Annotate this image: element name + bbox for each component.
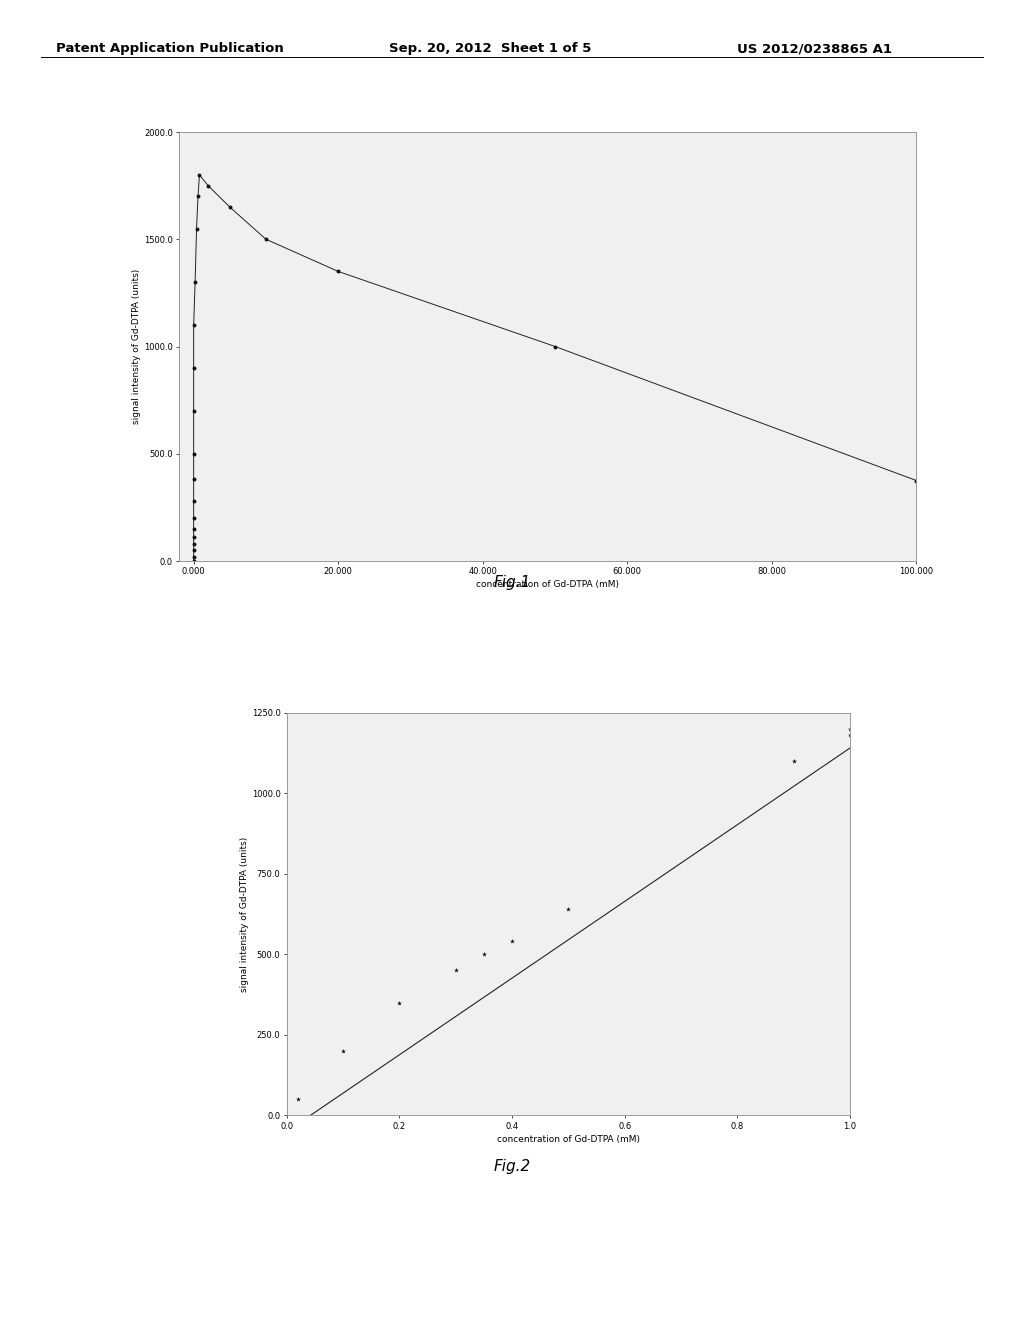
Point <box>330 261 346 282</box>
Point <box>185 469 202 490</box>
Point <box>290 1089 306 1110</box>
Point <box>258 228 274 249</box>
Point <box>185 491 202 512</box>
Point <box>447 960 464 981</box>
Point <box>185 508 202 529</box>
Point <box>187 272 204 293</box>
X-axis label: concentration of Gd-DTPA (mM): concentration of Gd-DTPA (mM) <box>497 1135 640 1144</box>
Point <box>200 176 216 197</box>
Text: Sep. 20, 2012  Sheet 1 of 5: Sep. 20, 2012 Sheet 1 of 5 <box>389 42 592 55</box>
Point <box>185 358 202 379</box>
Point <box>391 993 408 1014</box>
Point <box>560 899 577 920</box>
Text: Patent Application Publication: Patent Application Publication <box>56 42 284 55</box>
Y-axis label: signal intensity of Gd-DTPA (units): signal intensity of Gd-DTPA (units) <box>132 269 141 424</box>
Text: US 2012/0238865 A1: US 2012/0238865 A1 <box>737 42 892 55</box>
Point <box>547 337 563 358</box>
X-axis label: concentration of Gd-DTPA (mM): concentration of Gd-DTPA (mM) <box>476 581 620 590</box>
Point <box>908 470 925 491</box>
Point <box>221 197 238 218</box>
Y-axis label: signal intensity of Gd-DTPA (units): signal intensity of Gd-DTPA (units) <box>240 837 249 991</box>
Point <box>335 1040 351 1061</box>
Point <box>185 400 202 421</box>
Point <box>842 725 858 746</box>
Point <box>191 165 208 186</box>
Point <box>185 519 202 540</box>
Point <box>185 527 202 548</box>
Point <box>785 751 802 772</box>
Text: Fig.1: Fig.1 <box>494 576 530 590</box>
Point <box>475 944 493 965</box>
Point <box>185 314 202 335</box>
Point <box>842 718 858 739</box>
Point <box>189 186 206 207</box>
Point <box>185 550 202 572</box>
Point <box>185 540 202 561</box>
Point <box>185 546 202 568</box>
Point <box>188 218 205 239</box>
Point <box>185 533 202 554</box>
Point <box>504 931 520 952</box>
Point <box>185 444 202 465</box>
Text: Fig.2: Fig.2 <box>494 1159 530 1173</box>
